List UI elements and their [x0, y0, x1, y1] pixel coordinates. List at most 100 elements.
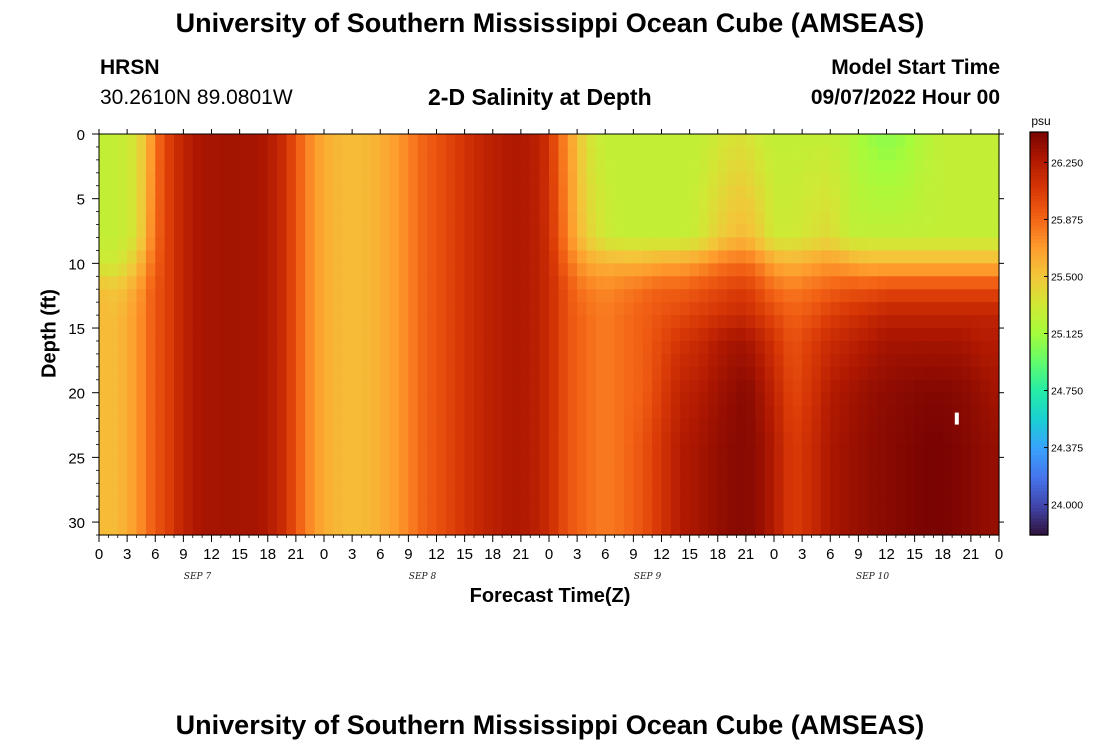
heatmap-cell	[624, 211, 634, 226]
heatmap-cell	[305, 250, 316, 264]
colorbar-tick-label: 24.375	[1051, 443, 1083, 455]
heatmap-cell	[436, 379, 447, 394]
heatmap-cell	[886, 405, 897, 420]
heatmap-cell	[605, 379, 616, 394]
heatmap-cell	[333, 483, 344, 497]
heatmap-cell	[361, 392, 372, 407]
heatmap-cell	[370, 315, 381, 329]
heatmap-cell	[520, 353, 531, 368]
colorbar-segment	[1030, 236, 1048, 241]
x-tick-label: 3	[348, 546, 356, 563]
heatmap-cell	[717, 522, 728, 536]
heatmap-cell	[258, 276, 269, 290]
heatmap-cell	[342, 315, 353, 329]
heatmap-cell	[820, 198, 831, 213]
heatmap-cell	[417, 315, 428, 329]
heatmap-cell	[745, 146, 756, 161]
heatmap-cell	[849, 134, 859, 148]
heatmap-cell	[614, 237, 625, 252]
heatmap-cell	[511, 263, 522, 277]
heatmap-cell	[605, 522, 616, 536]
heatmap-cell	[155, 431, 166, 446]
heatmap-cell	[539, 315, 550, 329]
heatmap-cell	[839, 483, 850, 497]
heatmap-cell	[755, 134, 766, 148]
heatmap-cell	[924, 224, 934, 239]
heatmap-cell	[802, 379, 813, 394]
heatmap-cell	[145, 392, 156, 407]
heatmap-cell	[849, 224, 859, 239]
heatmap-cell	[736, 159, 747, 174]
heatmap-cell	[249, 418, 259, 433]
heatmap-cell	[877, 418, 888, 433]
heatmap-cell	[99, 302, 109, 316]
heatmap-cell	[408, 340, 419, 355]
heatmap-cell	[389, 444, 400, 458]
heatmap-cell	[108, 289, 119, 303]
heatmap-cell	[324, 405, 334, 420]
heatmap-cell	[408, 496, 419, 510]
heatmap-cell	[783, 172, 794, 187]
heatmap-cell	[886, 366, 897, 381]
heatmap-cell	[642, 185, 653, 200]
heatmap-cell	[539, 405, 550, 420]
heatmap-cell	[277, 289, 288, 303]
heatmap-cell	[952, 496, 963, 510]
heatmap-cell	[961, 146, 972, 161]
heatmap-cell	[783, 185, 794, 200]
heatmap-cell	[530, 172, 541, 187]
heatmap-cell	[914, 444, 925, 458]
heatmap-cell	[267, 159, 278, 174]
heatmap-cell	[783, 250, 794, 264]
heatmap-cell	[980, 146, 991, 161]
heatmap-cell	[520, 211, 531, 226]
heatmap-cell	[867, 159, 878, 174]
heatmap-cell	[183, 289, 194, 303]
heatmap-cell	[980, 522, 991, 536]
heatmap-cell	[192, 237, 203, 252]
heatmap-cell	[755, 146, 766, 161]
heatmap-cell	[614, 522, 625, 536]
heatmap-cell	[595, 431, 606, 446]
heatmap-cell	[633, 134, 644, 148]
heatmap-cell	[492, 198, 503, 213]
heatmap-cell	[755, 392, 766, 407]
heatmap-cell	[380, 224, 391, 239]
heatmap-cell	[295, 444, 306, 458]
heatmap-cell	[624, 444, 634, 458]
heatmap-cell	[455, 405, 466, 420]
heatmap-cell	[549, 250, 559, 264]
heatmap-cell	[530, 418, 541, 433]
heatmap-cell	[605, 211, 616, 226]
heatmap-cell	[661, 483, 672, 497]
heatmap-cell	[474, 146, 484, 161]
heatmap-cell	[670, 340, 681, 355]
heatmap-cell	[164, 302, 175, 316]
heatmap-cell	[539, 263, 550, 277]
heatmap-cell	[755, 509, 766, 523]
heatmap-cell	[333, 237, 344, 252]
heatmap-cell	[933, 405, 944, 420]
heatmap-cell	[867, 198, 878, 213]
heatmap-cell	[717, 237, 728, 252]
heatmap-cell	[558, 340, 569, 355]
heatmap-cell	[445, 185, 456, 200]
heatmap-cell	[211, 509, 222, 523]
heatmap-cell	[192, 276, 203, 290]
heatmap-cell	[577, 328, 588, 342]
heatmap-cell	[427, 431, 438, 446]
heatmap-cell	[933, 483, 944, 497]
heatmap-cell	[877, 263, 888, 277]
heatmap-cell	[783, 418, 794, 433]
heatmap-cell	[549, 302, 559, 316]
heatmap-cell	[708, 366, 719, 381]
heatmap-cell	[652, 366, 663, 381]
heatmap-cell	[699, 159, 709, 174]
heatmap-cell	[183, 483, 194, 497]
heatmap-cell	[464, 172, 475, 187]
heatmap-cell	[352, 444, 363, 458]
heatmap-cell	[839, 379, 850, 394]
colorbar-segment	[1030, 179, 1048, 183]
heatmap-cell	[652, 263, 663, 277]
heatmap-cell	[389, 470, 400, 484]
